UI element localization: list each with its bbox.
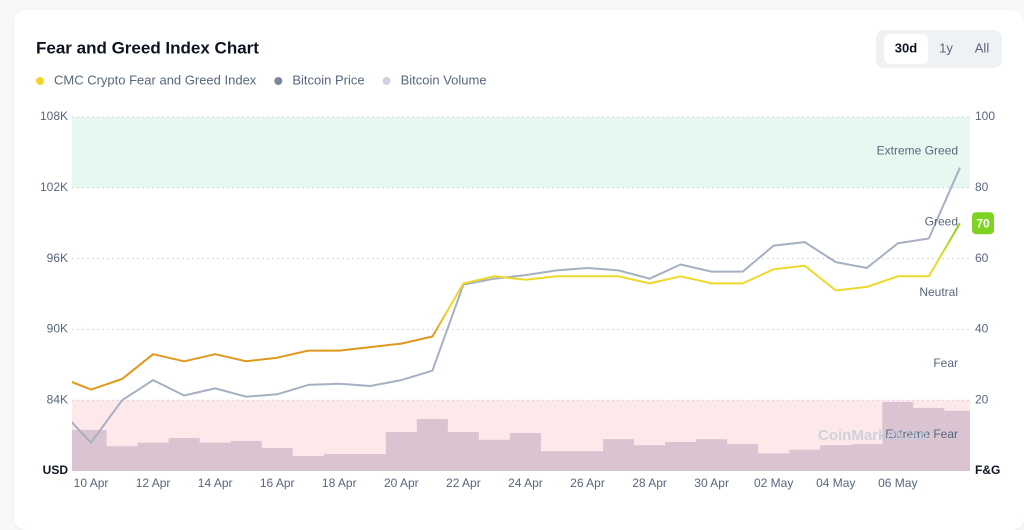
legend-dot bbox=[36, 77, 44, 85]
y2-tick-label: 20 bbox=[975, 392, 989, 406]
volume-bar bbox=[137, 442, 169, 471]
volume-bar bbox=[385, 432, 417, 471]
legend: CMC Crypto Fear and Greed Index Bitcoin P… bbox=[36, 72, 487, 87]
y-tick-label: 90K bbox=[47, 322, 68, 336]
legend-dot bbox=[274, 77, 283, 85]
y-tick-label: 108K bbox=[40, 109, 68, 123]
labels: Extreme Fear Fear Neutral Greed Extreme Gree… bbox=[40, 109, 1000, 490]
x-tick-label: 12 Apr bbox=[136, 476, 171, 490]
x-tick-label: 14 Apr bbox=[198, 476, 233, 490]
page: {"chart_data": { "type": "line", "title"… bbox=[36, 30, 1002, 491]
volume-bar bbox=[634, 445, 666, 471]
y2-tick-label: 60 bbox=[975, 251, 989, 265]
volume-bar bbox=[789, 449, 821, 471]
zones bbox=[72, 117, 970, 471]
y-tick-label: 102K bbox=[40, 180, 68, 194]
legend-label: CMC Crypto Fear and Greed Index bbox=[54, 72, 257, 87]
x-tick-label: 02 May bbox=[754, 476, 793, 490]
volume-bar bbox=[75, 429, 107, 471]
range-button[interactable]: 30d bbox=[895, 40, 917, 55]
y-tick-label: 96K bbox=[47, 251, 68, 265]
zone-label: Greed bbox=[925, 214, 958, 228]
zone-label: Extreme Greed bbox=[877, 144, 958, 158]
volume-bar bbox=[603, 439, 635, 471]
volume-bar bbox=[727, 444, 759, 471]
latest-badge-label: 70 bbox=[976, 216, 990, 230]
x-tick-label: 22 Apr bbox=[446, 476, 481, 490]
x-tick-label: 20 Apr bbox=[384, 476, 419, 490]
x-tick-label: 30 Apr bbox=[694, 476, 729, 490]
volume-bar bbox=[944, 410, 970, 471]
x-tick-label: 24 Apr bbox=[508, 476, 543, 490]
volume-bar bbox=[851, 444, 883, 471]
volume-bar bbox=[292, 456, 324, 471]
volume-bar bbox=[540, 451, 572, 471]
volume-bar bbox=[230, 440, 262, 471]
series-line bbox=[72, 167, 961, 444]
x-tick-label: 16 Apr bbox=[260, 476, 295, 490]
lines bbox=[72, 167, 961, 444]
y2-tick-label: 40 bbox=[975, 322, 989, 336]
volume-bar bbox=[261, 447, 293, 471]
volume-bar bbox=[199, 442, 231, 471]
x-tick-label: 06 May bbox=[878, 476, 917, 490]
legend-label: Bitcoin Price bbox=[292, 72, 364, 87]
volume-bar bbox=[665, 441, 697, 471]
zone-label: Neutral bbox=[919, 285, 958, 299]
volume-bar bbox=[509, 433, 541, 471]
range-button[interactable]: All bbox=[975, 40, 990, 55]
volume-bar bbox=[882, 401, 914, 471]
legend-label: Bitcoin Volume bbox=[401, 72, 487, 87]
range-buttons: 30d 1y All bbox=[884, 34, 989, 64]
volume-bar bbox=[354, 454, 386, 471]
y2-tick-label: 80 bbox=[975, 180, 989, 194]
volume-bar bbox=[323, 454, 355, 471]
y2-axis-label: F&G bbox=[975, 463, 1000, 477]
x-tick-label: 18 Apr bbox=[322, 476, 357, 490]
latest-badge bbox=[972, 212, 994, 235]
y-axis-label: USD bbox=[43, 463, 69, 477]
zone-band bbox=[72, 117, 970, 188]
zone-label: Extreme Fear bbox=[885, 427, 958, 441]
legend-dot bbox=[382, 77, 391, 85]
volume-bar bbox=[106, 446, 138, 471]
volume-bar bbox=[168, 438, 200, 471]
volume-bar bbox=[572, 451, 604, 471]
chart-title: Fear and Greed Index Chart bbox=[36, 38, 259, 57]
zone-label: Fear bbox=[933, 356, 958, 370]
x-tick-label: 10 Apr bbox=[74, 476, 109, 490]
volume-bar bbox=[820, 445, 852, 471]
y2-tick-label: 100 bbox=[975, 109, 995, 123]
volume-bar bbox=[913, 407, 945, 471]
volume-bars bbox=[72, 401, 970, 471]
x-tick-label: 26 Apr bbox=[570, 476, 605, 490]
volume-bar bbox=[447, 432, 479, 471]
range-button-bg bbox=[884, 34, 928, 64]
volume-bar bbox=[478, 439, 510, 471]
volume-bar bbox=[696, 439, 728, 471]
zone-band bbox=[72, 400, 970, 471]
watermark: CoinMarketCap bbox=[818, 427, 928, 444]
chart: Extreme Fear Fear Neutral Greed Extreme Gree… bbox=[36, 30, 1002, 490]
x-tick-label: 28 Apr bbox=[632, 476, 667, 490]
volume-bar bbox=[758, 453, 790, 471]
volume-bar bbox=[72, 429, 76, 471]
range-button[interactable]: 1y bbox=[939, 40, 953, 55]
y-tick-label: 84K bbox=[47, 392, 68, 406]
volume-bar bbox=[416, 418, 448, 471]
series-line bbox=[72, 222, 961, 391]
x-tick-label: 04 May bbox=[816, 476, 855, 490]
